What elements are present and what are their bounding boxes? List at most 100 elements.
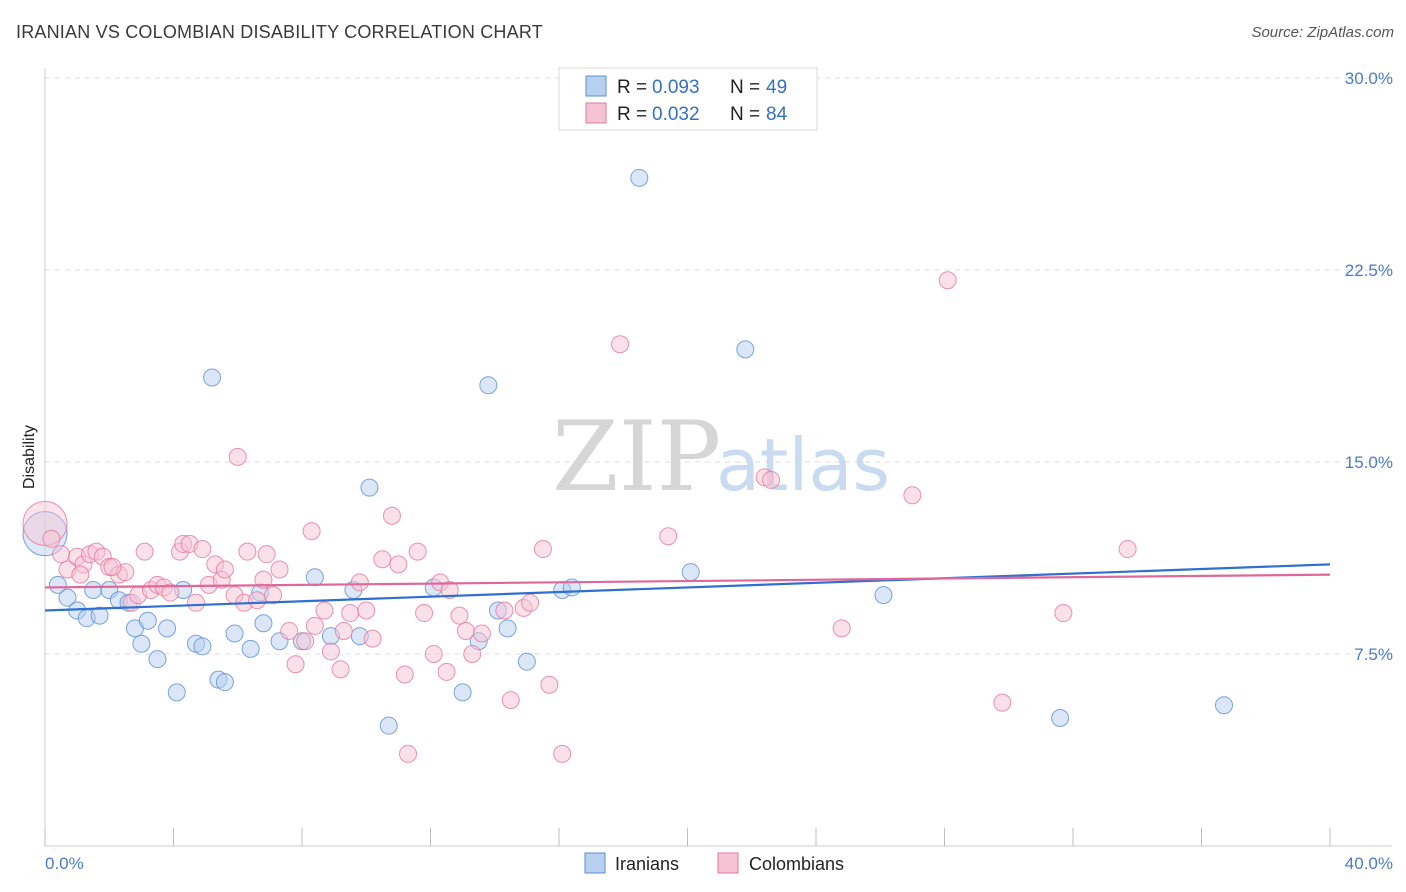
- colombian-point-31: [248, 591, 267, 610]
- colombian-point-63: [472, 624, 491, 643]
- colombian-point-60: [450, 606, 469, 625]
- iranian-point-23: [241, 639, 260, 658]
- iranian-point-14: [158, 619, 177, 638]
- colombian-point-70: [553, 744, 572, 763]
- iranian-point-46: [874, 586, 893, 605]
- legend-n-value-1: 49: [766, 77, 787, 98]
- iranian-point-35: [453, 683, 472, 702]
- colombian-point-32: [254, 570, 273, 589]
- colombian-point-53: [399, 744, 418, 763]
- colombian-point-22: [193, 540, 212, 559]
- colombian-point-77: [938, 271, 957, 290]
- tick-labels: 7.5% 15.0% 22.5% 30.0% 0.0% 40.0%: [45, 69, 1393, 873]
- iranian-point-6: [90, 606, 109, 625]
- colombian-point-76: [903, 486, 922, 505]
- colombian-point-74: [762, 470, 781, 489]
- iranian-point-18: [193, 637, 212, 656]
- iranian-point-32: [360, 478, 379, 497]
- colombian-point-28: [228, 447, 247, 466]
- colombian-point-49: [373, 550, 392, 569]
- colombian-point-26: [215, 560, 234, 579]
- colombian-trend-line: [44, 573, 1331, 589]
- legend-n-value-2: 84: [766, 104, 788, 125]
- colombian-point-52: [395, 665, 414, 684]
- colombian-point-71: [611, 335, 630, 354]
- colombian-point-65: [501, 691, 520, 710]
- colombian-point-72: [659, 527, 678, 546]
- colombian-point-83: [103, 557, 122, 576]
- x-tick-label-min: 0.0%: [45, 854, 84, 873]
- series-legend-swatch-iranians: [584, 852, 606, 874]
- iranian-point-22: [225, 624, 244, 643]
- colombian-point-44: [334, 621, 353, 640]
- y-tick-label-1: 15.0%: [1345, 453, 1393, 472]
- colombian-point-67: [521, 593, 540, 612]
- colombian-point-55: [415, 604, 434, 623]
- legend-n-label-2: N =: [730, 104, 760, 125]
- iranian-point-45: [736, 340, 755, 359]
- colombian-point-59: [440, 581, 459, 599]
- colombian-point-51: [389, 555, 408, 574]
- series-legend: Iranians Colombians: [584, 852, 844, 874]
- colombian-point-35: [270, 560, 289, 579]
- iranian-point-47: [1051, 709, 1070, 727]
- colombian-point-56: [424, 645, 443, 663]
- colombian-point-42: [321, 642, 340, 661]
- colombian-point-38: [296, 632, 315, 651]
- colombian-point-21: [186, 593, 205, 612]
- x-tick-label-max: 40.0%: [1345, 854, 1393, 873]
- legend-r-label-1: R =: [617, 77, 647, 98]
- colombian-point-43: [331, 660, 350, 679]
- gridlines: [45, 77, 1392, 655]
- iranian-point-37: [479, 376, 498, 395]
- colombian-point-48: [363, 629, 382, 648]
- colombian-point-13: [135, 542, 154, 561]
- colombian-point-1: [52, 545, 71, 564]
- colombian-point-46: [350, 573, 369, 592]
- series-legend-swatch-colombians: [717, 852, 739, 874]
- colombian-point-58: [437, 662, 456, 681]
- colombian-point-68: [533, 540, 552, 559]
- colombian-point-61: [456, 621, 475, 640]
- iranian-point-1: [48, 575, 67, 594]
- iranian-point-40: [517, 652, 536, 671]
- iranian-trend-line: [44, 563, 1331, 612]
- colombian-point-64: [495, 601, 514, 620]
- colombian-point-79: [1054, 604, 1073, 623]
- y-tick-label-2: 22.5%: [1345, 261, 1393, 280]
- legend-swatch-colombians: [585, 102, 607, 124]
- colombian-point-50: [382, 506, 401, 525]
- legend-swatch-iranians: [585, 75, 607, 97]
- colombian-point-40: [305, 616, 324, 635]
- iranian-point-13: [148, 650, 167, 669]
- colombian-point-39: [302, 522, 321, 541]
- trend-lines: [44, 563, 1331, 612]
- colombian-point-47: [357, 601, 376, 620]
- series-legend-colombians: Colombians: [749, 854, 844, 874]
- colombian-point-30: [238, 542, 257, 561]
- source-credit: Source: ZipAtlas.com: [1251, 24, 1394, 41]
- colombian-point-54: [408, 542, 427, 561]
- colombian-point-62: [463, 645, 482, 663]
- iranian-point-28: [305, 568, 324, 587]
- colombian-point-34: [264, 586, 283, 605]
- colombian-point-78: [993, 693, 1012, 712]
- series-legend-iranians: Iranians: [615, 854, 679, 874]
- iranian-point-19: [203, 368, 222, 387]
- legend-r-label-2: R =: [617, 104, 647, 125]
- colombian-point-82: [71, 565, 90, 584]
- legend-r-value-1: 0.093: [652, 77, 700, 98]
- correlation-legend: R = 0.093 N = 49 R = 0.032 N = 84: [558, 67, 818, 131]
- y-axis-label: Disability: [21, 425, 38, 489]
- y-tick-label-0: 7.5%: [1354, 645, 1393, 664]
- axes: [44, 68, 1392, 847]
- iranian-point-15: [167, 683, 186, 702]
- colombian-point-33: [257, 545, 276, 564]
- iranian-point-11: [132, 634, 151, 653]
- y-tick-label-3: 30.0%: [1345, 69, 1393, 88]
- colombian-point-75: [832, 619, 851, 638]
- iranian-point-21: [215, 673, 234, 692]
- iranian-point-48: [1214, 696, 1233, 715]
- legend-n-label-1: N =: [730, 77, 760, 98]
